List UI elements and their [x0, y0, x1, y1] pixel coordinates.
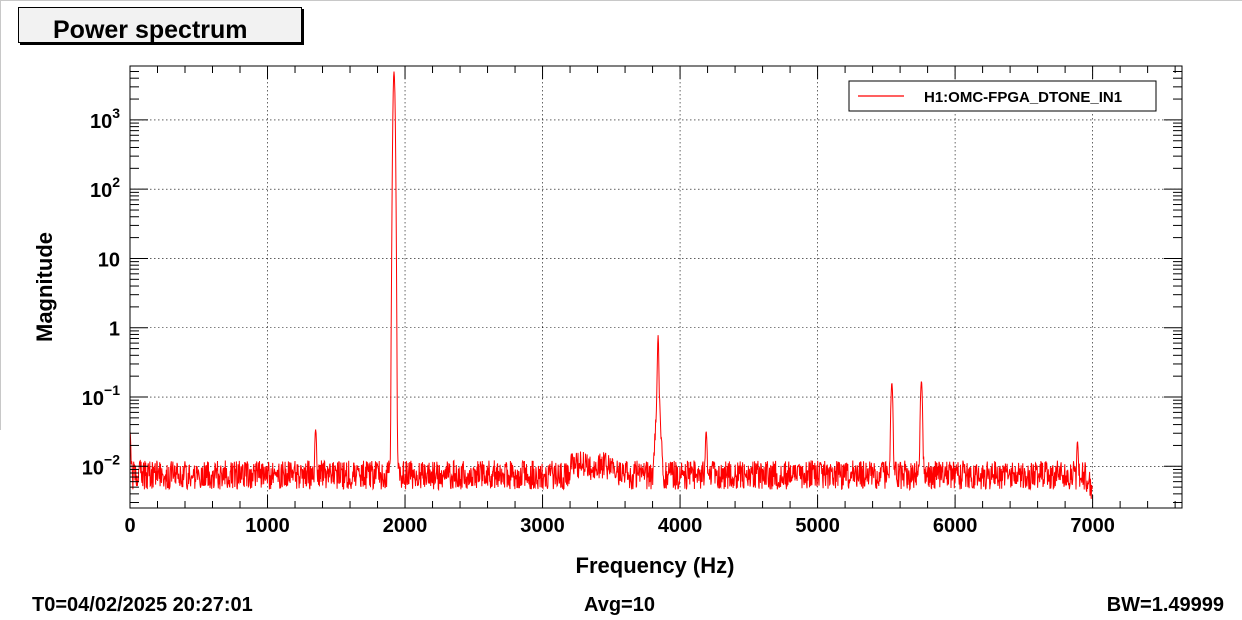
series-layer [129, 71, 1093, 499]
footer-avg: Avg=10 [584, 594, 655, 616]
x-tick-label: 1000 [245, 515, 290, 537]
x-axis-title: Frequency (Hz) [576, 553, 735, 578]
plot-frame [129, 65, 1183, 509]
y-axis-title: Magnitude [32, 232, 57, 342]
legend-series-name: H1:OMC-FPGA_DTONE_IN1 [924, 89, 1122, 106]
y-tick-base: 10 [98, 249, 120, 271]
y-tick-label: 10 [98, 249, 120, 271]
grid-lines [130, 66, 1182, 508]
y-tick-base: 10 [90, 180, 112, 202]
y-tick-label: 102 [90, 174, 120, 202]
x-tick-label: 5000 [795, 515, 840, 537]
y-tick-label: 10−2 [82, 451, 120, 479]
plot-title-box: Power spectrum [18, 7, 302, 44]
y-tick-label: 1 [109, 319, 120, 341]
plot-title: Power spectrum [53, 16, 248, 44]
x-tick-labels: 0 1000 2000 3000 4000 5000 6000 7000 [124, 515, 1114, 537]
y-tick-base: 10 [82, 388, 104, 410]
y-tick-exponent: 3 [112, 105, 120, 121]
canvas-top-edge [0, 0, 1242, 1]
x-tick-label: 4000 [658, 515, 703, 537]
y-tick-exponent: −2 [104, 451, 120, 467]
legend: H1:OMC-FPGA_DTONE_IN1 [848, 80, 1157, 112]
axis-ticks [129, 65, 1182, 508]
x-tick-label: 2000 [383, 515, 428, 537]
footer-bw: BW=1.49999 [1106, 594, 1224, 616]
footer-t0: T0=04/02/2025 20:27:01 [32, 594, 253, 616]
y-tick-label: 103 [90, 105, 120, 133]
y-tick-base: 1 [109, 319, 120, 341]
canvas-left-edge [0, 0, 1, 430]
x-tick-label: 7000 [1070, 515, 1115, 537]
y-tick-base: 10 [82, 457, 104, 479]
y-tick-exponent: −1 [104, 382, 120, 398]
x-tick-label: 3000 [520, 515, 565, 537]
x-tick-label: 6000 [933, 515, 978, 537]
series-line [129, 71, 1093, 499]
y-tick-exponent: 2 [112, 174, 120, 190]
y-tick-label: 10−1 [82, 382, 120, 410]
y-tick-base: 10 [90, 111, 112, 133]
x-tick-label: 0 [124, 515, 135, 537]
